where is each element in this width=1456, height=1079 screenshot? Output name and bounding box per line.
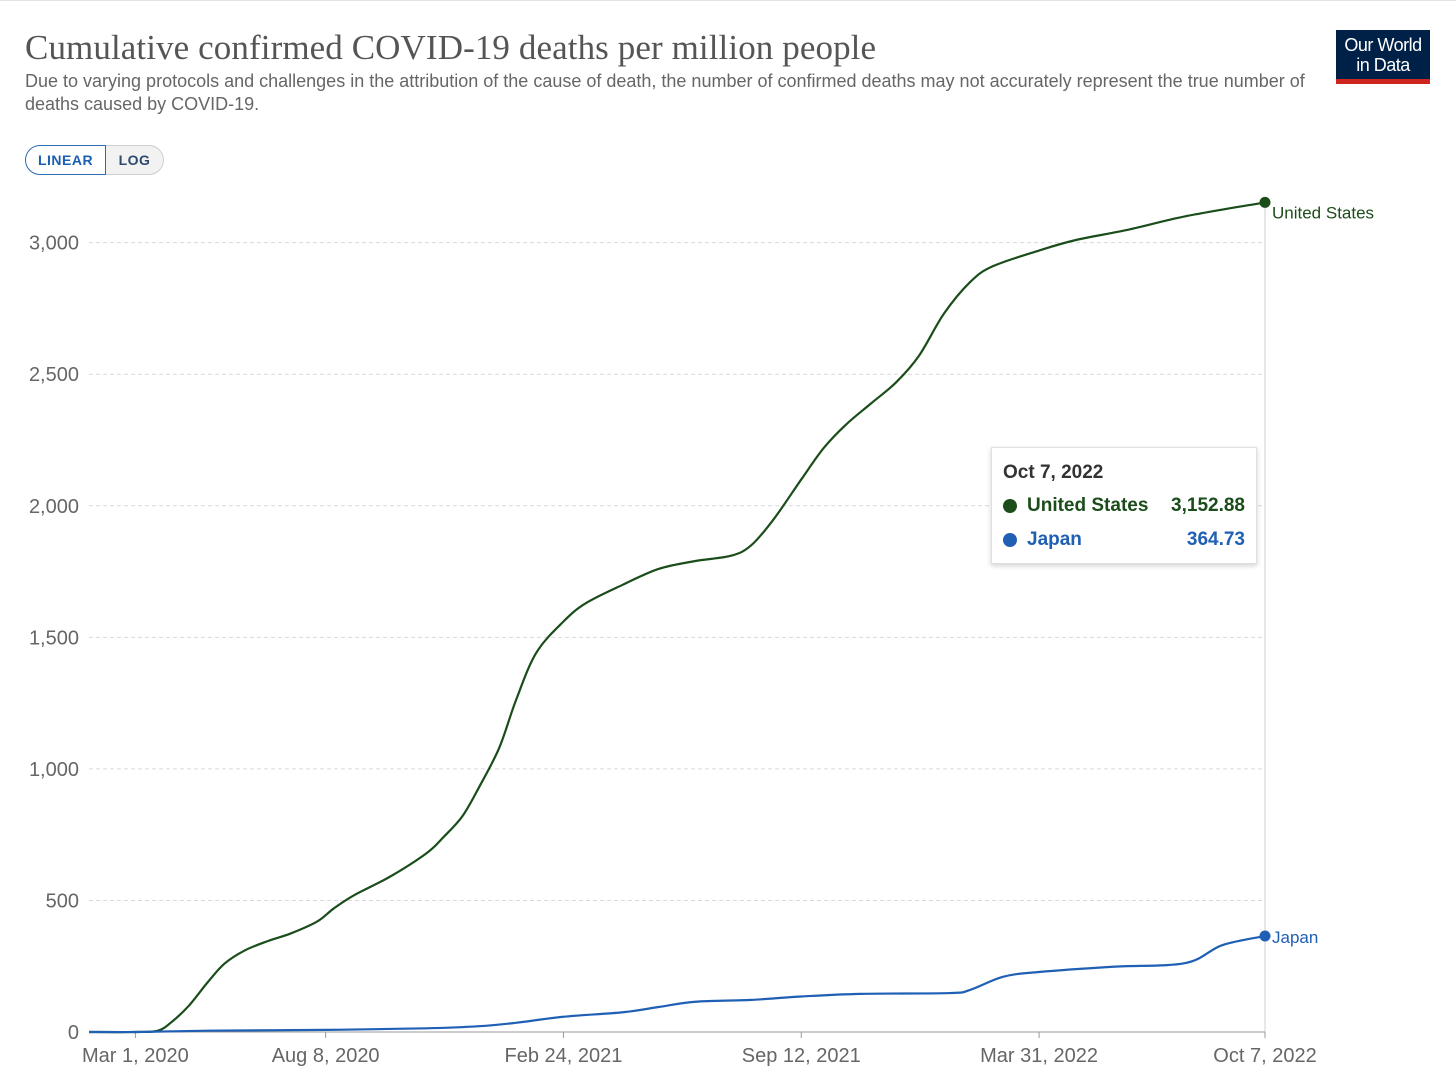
x-tick-label: Mar 1, 2020 xyxy=(82,1045,189,1067)
tooltip-dot-japan xyxy=(1003,533,1017,547)
tooltip-name: United States xyxy=(1027,495,1149,516)
logo-line-2: in Data xyxy=(1356,55,1410,75)
series-lines xyxy=(88,196,1271,1034)
top-border xyxy=(0,0,1456,1)
x-tick-label: Feb 24, 2021 xyxy=(505,1045,623,1067)
logo-line-1: Our World xyxy=(1344,35,1422,55)
tooltip-date: Oct 7, 2022 xyxy=(1003,462,1104,483)
y-tick-label: 2,000 xyxy=(29,496,79,518)
tooltip-row-japan: Japan 364.73 xyxy=(1003,528,1245,552)
tooltip-row-united-states: United States 3,152.88 xyxy=(1003,494,1245,518)
y-tick-label: 3,000 xyxy=(29,233,79,255)
x-tick-label: Aug 8, 2020 xyxy=(272,1045,380,1067)
series-line-united-states xyxy=(88,201,1266,1034)
grid-lines xyxy=(89,200,1266,1032)
tooltip-dot-united-states xyxy=(1003,499,1017,513)
series-label-japan: Japan xyxy=(1272,928,1318,947)
y-axis-ticks: 0 500 1,000 1,500 2,000 2,500 3,000 xyxy=(29,233,79,1044)
x-axis: Mar 1, 2020 Aug 8, 2020 Feb 24, 2021 Sep 12… xyxy=(82,1031,1317,1067)
hover-tooltip: Oct 7, 2022 United States 3,152.88 Japan… xyxy=(991,447,1257,564)
tooltip-name: Japan xyxy=(1027,529,1082,550)
x-tick-label: Sep 12, 2021 xyxy=(742,1045,861,1067)
log-scale-button[interactable]: LOG xyxy=(106,145,164,175)
tooltip-value: 364.73 xyxy=(1186,529,1245,550)
y-tick-label: 2,500 xyxy=(29,364,79,386)
x-tick-label: Oct 7, 2022 xyxy=(1213,1045,1316,1067)
y-tick-label: 500 xyxy=(46,890,79,912)
owid-logo[interactable]: Our World in Data xyxy=(1336,30,1430,84)
chart-subtitle: Due to varying protocols and challenges … xyxy=(25,71,1305,114)
x-tick-label: Mar 31, 2022 xyxy=(980,1045,1098,1067)
series-label-united-states: United States xyxy=(1272,203,1374,222)
linear-scale-button[interactable]: LINEAR xyxy=(25,145,106,175)
end-marker-japan xyxy=(1259,930,1271,942)
y-tick-label: 0 xyxy=(68,1022,79,1044)
y-tick-label: 1,500 xyxy=(29,627,79,649)
chart-title: Cumulative confirmed COVID-19 deaths per… xyxy=(25,28,877,67)
scale-toggle: LINEAR LOG xyxy=(25,145,164,175)
series-line-japan xyxy=(88,934,1266,1034)
y-tick-label: 1,000 xyxy=(29,759,79,781)
series-labels: United States Japan xyxy=(1272,203,1374,947)
tooltip-value: 3,152.88 xyxy=(1171,495,1245,516)
end-marker-united-states xyxy=(1259,196,1271,208)
